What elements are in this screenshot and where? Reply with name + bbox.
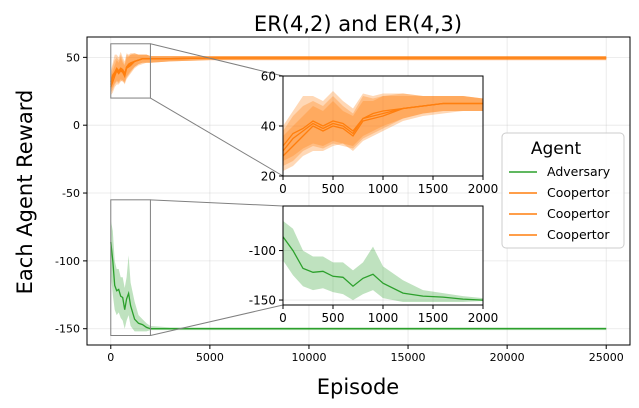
inset-adversary: 0 500 1000 1500 2000 -150 -100 — [249, 205, 498, 325]
inset-adversary-x-tick-label: 2000 — [468, 311, 499, 325]
main-band-coopertor — [110, 53, 607, 93]
inset-coopertor-x-tick-label: 500 — [322, 182, 345, 196]
legend-label-coopertor: Coopertor — [547, 206, 610, 221]
chart-title: ER(4,2) and ER(4,3) — [254, 12, 462, 36]
y-axis-label: Each Agent Reward — [13, 90, 37, 295]
zoom-connector-adversary — [150, 304, 284, 336]
inset-adversary-line-adversary — [282, 236, 484, 301]
inset-adversary-y-axis: -150 -100 — [249, 244, 283, 307]
main-x-tick-label: 20000 — [490, 351, 525, 364]
main-x-tick-label: 25000 — [589, 351, 624, 364]
inset-coopertor-band-coopertor — [283, 91, 483, 161]
inset-adversary-series — [282, 220, 484, 302]
inset-coopertor-background — [283, 76, 483, 176]
legend-label-coopertor: Coopertor — [547, 227, 610, 242]
inset-adversary-x-tick-label: 0 — [279, 311, 287, 325]
inset-coopertor-series — [282, 91, 483, 171]
legend-box — [501, 132, 625, 249]
main-x-tick-label: 15000 — [391, 351, 426, 364]
legend: Agent Adversary Coopertor Coopertor Coopert… — [501, 132, 625, 249]
inset-adversary-x-tick-label: 1000 — [368, 311, 399, 325]
main-line-coopertor — [110, 57, 607, 82]
zoom-region-coopertor — [110, 43, 151, 99]
inset-coopertor-y-tick-label: 20 — [261, 169, 276, 183]
main-line-adversary — [110, 241, 607, 330]
inset-adversary-x-axis: 0 500 1000 1500 2000 — [279, 305, 498, 325]
main-y-tick-label: -50 — [62, 187, 80, 200]
legend-entries: Adversary Coopertor Coopertor Coopertor — [509, 164, 611, 242]
main-y-tick-label: -100 — [55, 255, 80, 268]
main-series — [110, 51, 607, 332]
inset-coopertor-x-axis: 0 500 1000 1500 2000 — [279, 176, 498, 196]
y-axis: -150 -100 -50 0 50 — [55, 51, 87, 336]
inset-coopertor-band-coopertor — [283, 96, 483, 171]
main-y-tick-label: 0 — [73, 119, 80, 132]
inset-adversary-y-tick-label: -150 — [249, 293, 276, 307]
inset-coopertor-y-tick-label: 40 — [261, 119, 276, 133]
inset-adversary-x-tick-label: 1500 — [418, 311, 449, 325]
main-x-tick-label: 0 — [107, 351, 114, 364]
inset-adversary-band-adversary — [283, 220, 483, 302]
inset-coopertor-y-tick-label: 60 — [261, 69, 276, 83]
legend-label-coopertor: Coopertor — [547, 185, 610, 200]
zoom-region-adversary — [110, 199, 151, 337]
inset-coopertor-x-tick-label: 0 — [279, 182, 287, 196]
inset-coopertor-band-coopertor — [283, 93, 483, 166]
main-x-tick-label: 5000 — [196, 351, 224, 364]
inset-coopertor-x-tick-label: 1000 — [368, 182, 399, 196]
inset-coopertor-line-coopertor — [282, 102, 483, 147]
inset-coopertor-y-axis: 20 40 60 — [261, 69, 283, 183]
zoom-connector-coopertor — [150, 43, 284, 77]
inset-coopertor-x-tick-label: 1500 — [418, 182, 449, 196]
zoom-connector-adversary — [150, 199, 284, 207]
legend-title: Agent — [531, 139, 582, 159]
x-axis-label: Episode — [317, 375, 399, 399]
inset-adversary-y-tick-label: -100 — [249, 244, 276, 258]
main-y-tick-label: -150 — [55, 323, 80, 336]
inset-coopertor-x-tick-label: 2000 — [468, 182, 499, 196]
main-y-tick-label: 50 — [66, 51, 80, 64]
zoom-indicators — [110, 43, 284, 337]
zoom-connector-coopertor — [150, 97, 284, 177]
main-plot-frame — [86, 36, 631, 346]
main-band-coopertor — [110, 51, 607, 90]
main-x-tick-label: 10000 — [291, 351, 326, 364]
inset-coopertor: 0 500 1000 1500 2000 20 40 60 — [261, 69, 499, 196]
legend-label-adversary: Adversary — [547, 164, 611, 179]
inset-adversary-background — [283, 206, 483, 305]
inset-adversary-x-tick-label: 500 — [322, 311, 345, 325]
x-axis: 0 5000 10000 15000 20000 25000 — [107, 345, 624, 364]
